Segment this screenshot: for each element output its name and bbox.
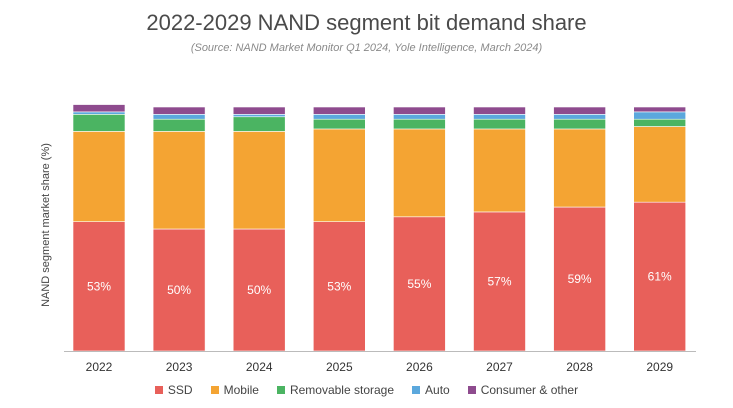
bar-segment-auto-2029 — [633, 111, 687, 120]
bar-segment-ssd-2022 — [72, 221, 126, 352]
bar-segment-auto-2022 — [72, 111, 126, 115]
legend-item-removable-storage: Removable storage — [276, 383, 395, 397]
bar-segment-auto-2025 — [312, 114, 366, 120]
bar-segment-removable-storage-2026 — [393, 118, 446, 130]
x-tick-label-2026: 2026 — [406, 360, 433, 374]
bar-segment-mobile-2022 — [72, 131, 126, 222]
bar-segment-mobile-2025 — [312, 128, 366, 222]
bar-segment-auto-2023 — [152, 114, 206, 120]
legend-swatch-mobile — [210, 386, 219, 394]
bar-segment-auto-2028 — [553, 114, 606, 120]
legend-swatch-auto — [412, 386, 421, 394]
legend-swatch-ssd — [154, 386, 163, 394]
bar-segment-auto-2027 — [473, 114, 526, 120]
bar-segment-ssd-2023 — [152, 228, 206, 352]
data-label-2023: 50% — [167, 283, 191, 297]
bar-segment-mobile-2029 — [633, 126, 687, 203]
legend: SSD Mobile Removable storage Auto Consum… — [0, 383, 733, 397]
x-tick-label-2027: 2027 — [486, 360, 513, 374]
bar-segment-consumer-other-2024 — [232, 106, 286, 115]
bar-segment-auto-2026 — [393, 114, 446, 120]
bar-segment-consumer-other-2029 — [633, 106, 687, 113]
bar-segment-consumer-other-2026 — [393, 106, 446, 115]
bar-segment-mobile-2023 — [152, 131, 206, 230]
bar-segment-consumer-other-2028 — [553, 106, 606, 115]
bar-segment-consumer-other-2022 — [72, 104, 126, 113]
data-label-2022: 53% — [87, 279, 111, 293]
bar-segment-mobile-2026 — [393, 128, 446, 218]
data-label-2025: 53% — [327, 279, 351, 293]
chart-title: 2022-2029 NAND segment bit demand share — [146, 10, 587, 35]
x-tick-label-2029: 2029 — [646, 360, 673, 374]
bar-segment-mobile-2024 — [232, 131, 286, 230]
legend-label-consumer-other: Consumer & other — [480, 383, 579, 397]
chart-subtitle: (Source: NAND Market Monitor Q1 2024, Yo… — [190, 42, 543, 54]
bar-segment-removable-storage-2022 — [72, 114, 126, 132]
data-label-2028: 59% — [568, 272, 592, 286]
bar-segment-removable-storage-2025 — [312, 118, 366, 130]
legend-label-removable-storage: Removable storage — [289, 383, 395, 397]
bar-segment-ssd-2028 — [553, 206, 606, 352]
legend-item-mobile: Mobile — [210, 383, 259, 397]
bar-segment-auto-2024 — [232, 114, 286, 118]
data-label-2024: 50% — [247, 283, 271, 297]
x-tick-label-2028: 2028 — [566, 360, 593, 374]
bar-segment-removable-storage-2023 — [152, 118, 206, 132]
x-tick-label-2025: 2025 — [326, 360, 353, 374]
data-label-2026: 55% — [407, 277, 431, 291]
legend-label-auto: Auto — [425, 383, 450, 397]
x-tick-label-2024: 2024 — [246, 360, 273, 374]
data-label-2029: 61% — [648, 270, 672, 284]
legend-item-ssd: SSD — [154, 383, 193, 397]
legend-item-consumer-other: Consumer & other — [467, 383, 579, 397]
legend-label-ssd: SSD — [167, 383, 193, 397]
bar-segment-consumer-other-2027 — [473, 106, 526, 115]
bar-segment-removable-storage-2028 — [553, 118, 606, 130]
legend-swatch-consumer-other — [467, 386, 476, 394]
legend-label-mobile: Mobile — [223, 383, 259, 397]
legend-item-auto: Auto — [412, 383, 450, 397]
bar-segment-mobile-2027 — [473, 128, 526, 213]
bar-segment-removable-storage-2027 — [473, 118, 526, 130]
x-tick-label-2022: 2022 — [86, 360, 113, 374]
bar-segment-consumer-other-2025 — [312, 106, 366, 115]
bar-segment-mobile-2028 — [553, 128, 606, 208]
bar-segment-consumer-other-2023 — [152, 106, 206, 115]
bar-segment-removable-storage-2024 — [232, 116, 286, 132]
legend-swatch-removable-storage — [276, 386, 285, 394]
bar-segment-removable-storage-2029 — [633, 118, 687, 127]
data-label-2027: 57% — [487, 274, 511, 288]
x-tick-label-2023: 2023 — [166, 360, 193, 374]
